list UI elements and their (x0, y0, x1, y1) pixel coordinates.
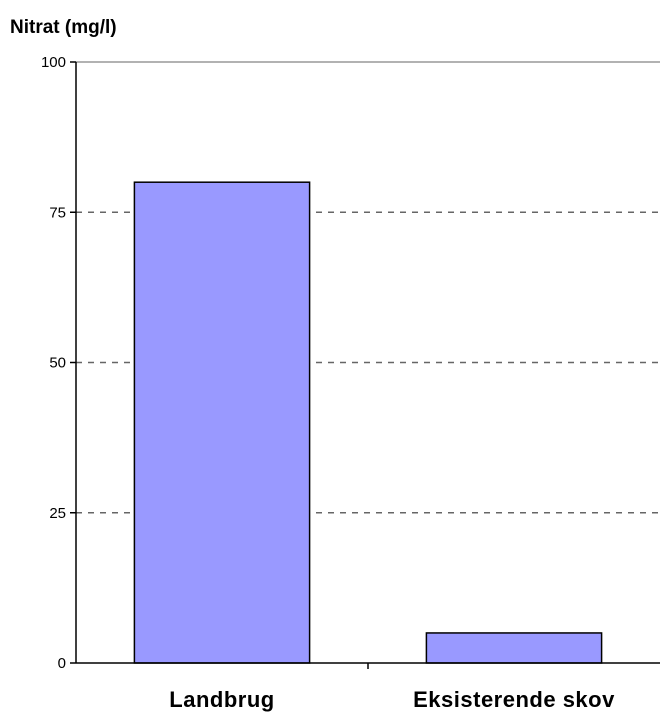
x-tick-label: Landbrug (169, 687, 274, 712)
bar-eksisterende-skov (425, 632, 603, 664)
y-tick-label: 0 (58, 655, 66, 672)
y-tick-label: 50 (49, 355, 66, 372)
y-ticks: 0 25 50 75 100 (41, 54, 76, 672)
bars (133, 181, 603, 664)
y-tick-label: 75 (49, 204, 66, 221)
x-tick-label: Eksisterende skov (413, 687, 615, 712)
y-tick-label: 25 (49, 505, 66, 522)
y-axis-label: Nitrat (mg/l) (10, 17, 117, 38)
bar-landbrug (133, 181, 311, 664)
x-tick-labels: Landbrug Eksisterende skov (169, 687, 615, 712)
y-tick-label: 100 (41, 54, 66, 71)
